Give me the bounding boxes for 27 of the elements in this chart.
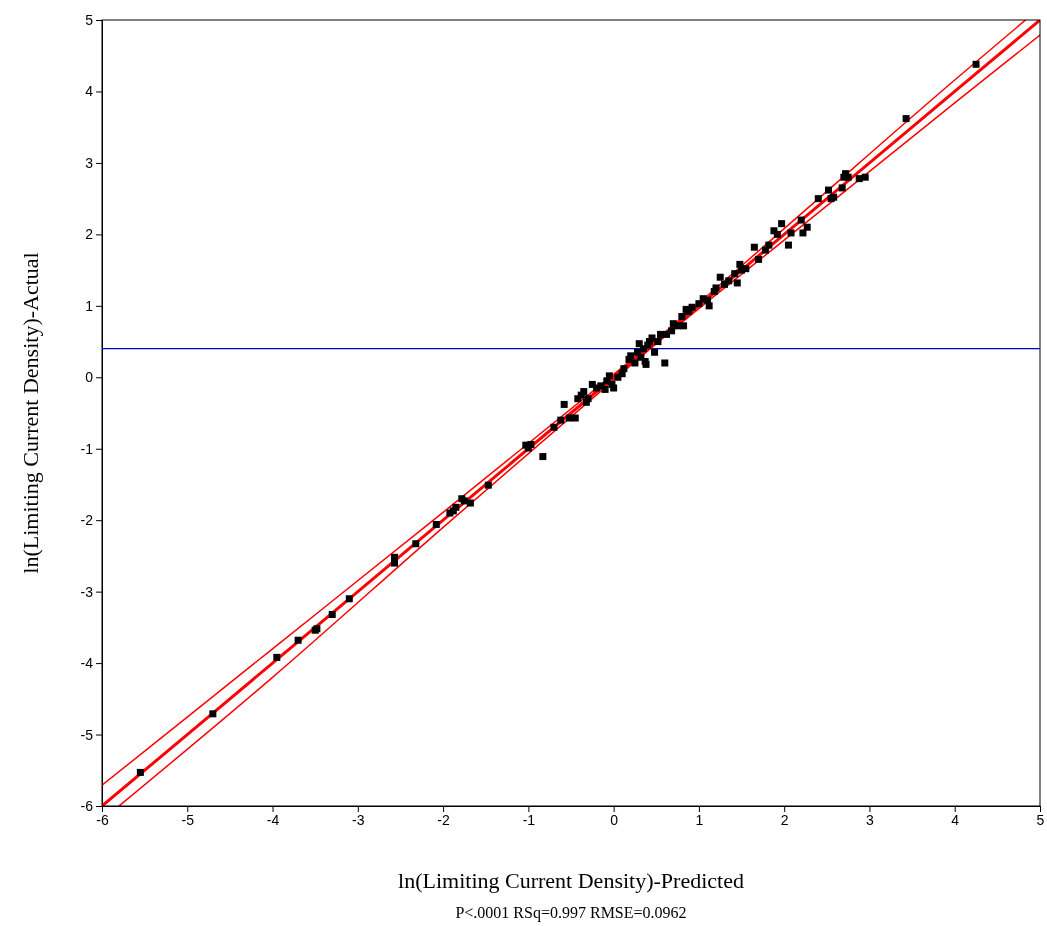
x-tick-label: 4 (951, 811, 960, 828)
y-tick-label: -4 (80, 655, 94, 672)
x-tick-label: -2 (437, 811, 451, 828)
x-tick-label: 2 (780, 811, 789, 828)
text: P<.0001 RSq=0.997 RMSE=0.0962 (455, 904, 687, 922)
y-tick-label: 1 (85, 297, 94, 314)
y-tick-label: -1 (80, 440, 94, 457)
y-tick-label: 0 (85, 369, 94, 386)
y-tick-label: 3 (85, 154, 94, 171)
x-tick-label: -3 (352, 811, 365, 828)
y-axis-title: ln(Limiting Current Density)-Actual (18, 252, 43, 574)
y-tick-label: -6 (80, 797, 94, 814)
x-tick-label: 0 (610, 811, 619, 828)
x-tick-label: 3 (866, 811, 875, 828)
y-tick-label: -2 (80, 512, 94, 529)
y-tick-label: 5 (85, 11, 94, 28)
x-axis-title: ln(Limiting Current Density)-Predicted (398, 868, 744, 893)
x-tick-label: 1 (695, 811, 704, 828)
x-tick-label: -1 (522, 811, 536, 828)
y-tick-label: 2 (85, 226, 94, 243)
y-tick-label: -5 (80, 726, 94, 743)
y-tick-label: -3 (80, 583, 94, 600)
y-tick-label: 4 (85, 83, 94, 100)
x-tick-label: -4 (266, 811, 280, 828)
x-tick-label: 5 (1036, 811, 1045, 828)
x-tick-label: -5 (181, 811, 195, 828)
x-tick-label: -6 (96, 811, 109, 828)
